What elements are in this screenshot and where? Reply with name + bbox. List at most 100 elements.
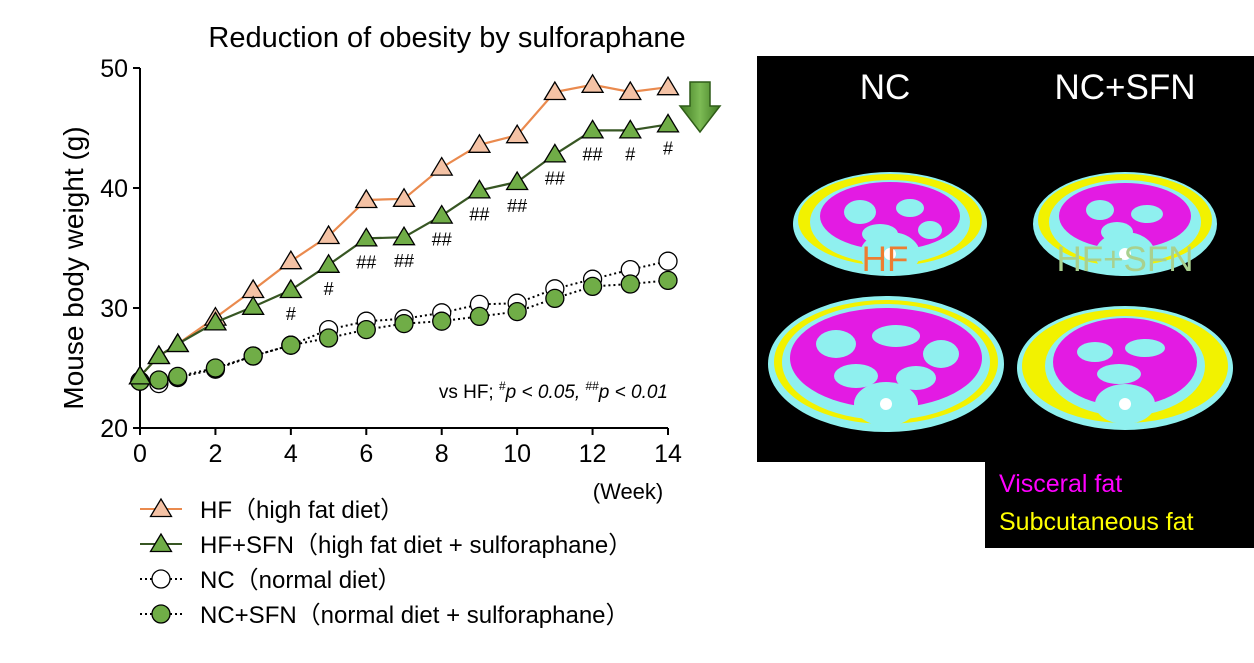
sig-note-p2: p < 0.01 [598,382,668,403]
series-3-point-14 [620,274,640,294]
significance-note: vs HF; #p < 0.05, ##p < 0.01 [439,379,668,403]
series-1-point-10 [467,179,492,199]
ct-label-hf-sfn: HF+SFN [1056,240,1194,279]
sig-mark-15: # [663,138,673,158]
legend-marker-1 [149,532,173,553]
series-3-point-10 [469,306,490,327]
series-line-0 [139,83,669,378]
series-3-point-12 [545,288,565,309]
series-0-point-4 [241,278,265,299]
series-1-point-4 [241,295,265,315]
series-0-point-12 [543,80,567,101]
series-3-point-9 [432,311,452,331]
ct-scan-hf [768,296,1004,432]
sig-note-p1: p < 0.05, [505,382,586,403]
down-arrow-icon [678,81,722,134]
series-3-point-13 [582,276,603,297]
series-line-1 [139,123,669,378]
sig-mark-13: ## [583,144,603,164]
sig-mark-9: ## [432,230,452,250]
x-tick-label-7: 14 [654,440,682,468]
legend-label-0: HF（high fat diet） [200,497,404,524]
x-tick-label-4: 8 [435,440,449,468]
legend-marker-3 [151,604,171,624]
x-ticks: 0 2 4 6 8 10 12 14 [133,428,682,468]
series-3-point-4 [243,346,263,366]
series-3-point-8 [394,313,414,334]
series-3-point-1 [149,370,169,390]
chart-title: Reduction of obesity by sulforaphane [208,22,685,54]
series-1-point-6 [316,253,341,273]
series-3-point-3 [205,358,226,378]
series-0-point-15 [656,75,680,96]
legend-label-2: NC（normal diet） [200,567,401,594]
sig-note-sup-1: # [499,379,506,393]
sig-mark-12: ## [545,168,565,188]
series-3-point-11 [507,301,527,322]
y-ticks: 20 30 40 50 [100,55,140,443]
legend: HF（high fat diet） HF+SFN（high fat diet + … [140,497,632,629]
series-1 [128,113,680,385]
x-tick-label-6: 12 [579,440,607,468]
sig-mark-14: # [625,144,635,164]
sig-note-sup-2: ## [585,379,599,393]
sig-mark-7: ## [356,252,376,272]
sig-note-prefix: vs HF; [439,382,499,403]
series-3 [130,270,678,391]
legend-label-3: NC+SFN（normal diet + sulforaphane） [200,602,630,629]
series-1-point-1 [147,344,171,365]
legend-label-1: HF+SFN（high fat diet + sulforaphane） [200,532,632,559]
ct-scan-nc-sfn [1033,172,1217,276]
visceral-fat-label: Visceral fat [999,470,1123,498]
y-tick-label-2: 40 [100,175,128,203]
sig-mark-5: # [286,304,296,324]
sig-mark-11: ## [507,196,527,216]
series-3-point-5 [281,335,301,355]
sig-mark-10: ## [469,204,489,224]
ct-label-nc: NC [859,68,911,107]
y-tick-label-0: 20 [100,415,128,443]
x-axis-label: (Week) [593,479,664,504]
significance-marks: #### ###### ###### # # [286,138,673,324]
ct-scans [768,172,1233,432]
ct-label-nc-sfn: NC+SFN [1054,68,1196,107]
series-1-point-8 [392,225,416,246]
series-layer [128,73,680,394]
series-line-3 [139,279,669,383]
ct-scan-hf-sfn [1017,306,1233,430]
series-1-point-14 [618,119,642,139]
series-1-point-15 [656,113,680,133]
x-tick-label-2: 4 [284,440,298,468]
series-2-point-15 [658,251,678,271]
series-1-point-9 [430,204,454,224]
ct-label-hf: HF [861,240,909,279]
series-1-point-7 [354,227,378,247]
ct-scan-nc [793,172,987,276]
series-0-point-6 [316,224,341,245]
series-3-point-6 [318,328,339,348]
series-0-point-9 [430,156,454,176]
series-1-point-12 [543,143,567,163]
ct-image-panel: NC NC+SFN HF HF+SFN [757,56,1254,462]
series-3-point-15 [658,270,678,291]
x-tick-label-3: 6 [359,440,373,468]
sig-mark-6: # [324,279,334,299]
body-weight-chart: Reduction of obesity by sulforaphane Mou… [58,22,722,629]
fat-color-legend: Visceral fat Subcutaneous fat [985,462,1254,548]
series-0-point-8 [392,187,416,207]
series-0-point-14 [618,80,642,101]
series-0-point-13 [580,73,605,93]
y-axis-label: Mouse body weight (g) [58,126,89,409]
x-tick-label-5: 10 [503,440,531,468]
series-1-point-11 [505,170,529,191]
series-1-point-2 [166,332,190,353]
series-0-point-5 [279,249,303,270]
series-0-point-11 [505,123,529,144]
series-1-point-0 [128,365,152,385]
series-0-point-10 [467,133,492,153]
legend-marker-0 [149,497,173,518]
series-0-point-7 [354,188,378,209]
series-1-point-5 [279,278,303,299]
subcutaneous-fat-label: Subcutaneous fat [999,508,1194,536]
x-tick-label-1: 2 [208,440,222,468]
